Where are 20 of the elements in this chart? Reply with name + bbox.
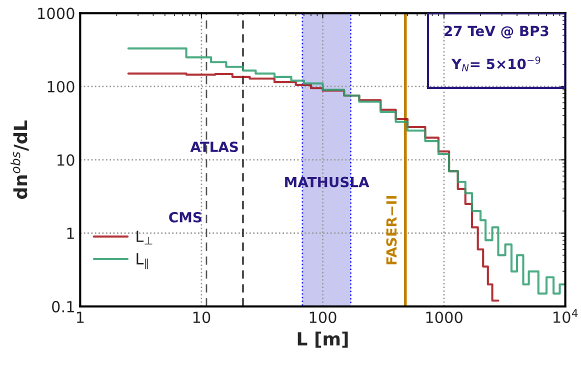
band-label: MATHUSLA: [285, 176, 370, 188]
x-tick-label: 1000: [426, 312, 462, 324]
legend-label: L$_{∥}$: [136, 253, 148, 270]
x-tick-label: 10$^{4}$: [554, 309, 578, 324]
y-tick-label: 1000: [38, 8, 74, 20]
y-tick-label: 1: [67, 228, 74, 239]
ref-line-label: CMS: [169, 212, 202, 222]
ref-line-label: ATLAS: [190, 142, 238, 152]
ref-line-label: FASER−II: [386, 196, 397, 264]
y-tick-label: 10: [58, 154, 74, 166]
y-axis-title: dn$^{obs}$/dL: [10, 120, 29, 199]
x-axis-title: L [m]: [298, 332, 348, 348]
annotation: 27 TeV @ BP3: [444, 26, 548, 38]
annotation: Y$_{N}$= 5×10$^{−9}$: [451, 56, 540, 72]
y-tick-label: 100: [48, 80, 74, 92]
x-tick-label: 100: [310, 312, 336, 324]
legend-label: L$_{⊥}$: [136, 230, 152, 244]
x-tick-label: 10: [193, 312, 210, 324]
x-tick-label: 1: [76, 312, 84, 323]
y-tick-label: 0.1: [52, 300, 74, 312]
